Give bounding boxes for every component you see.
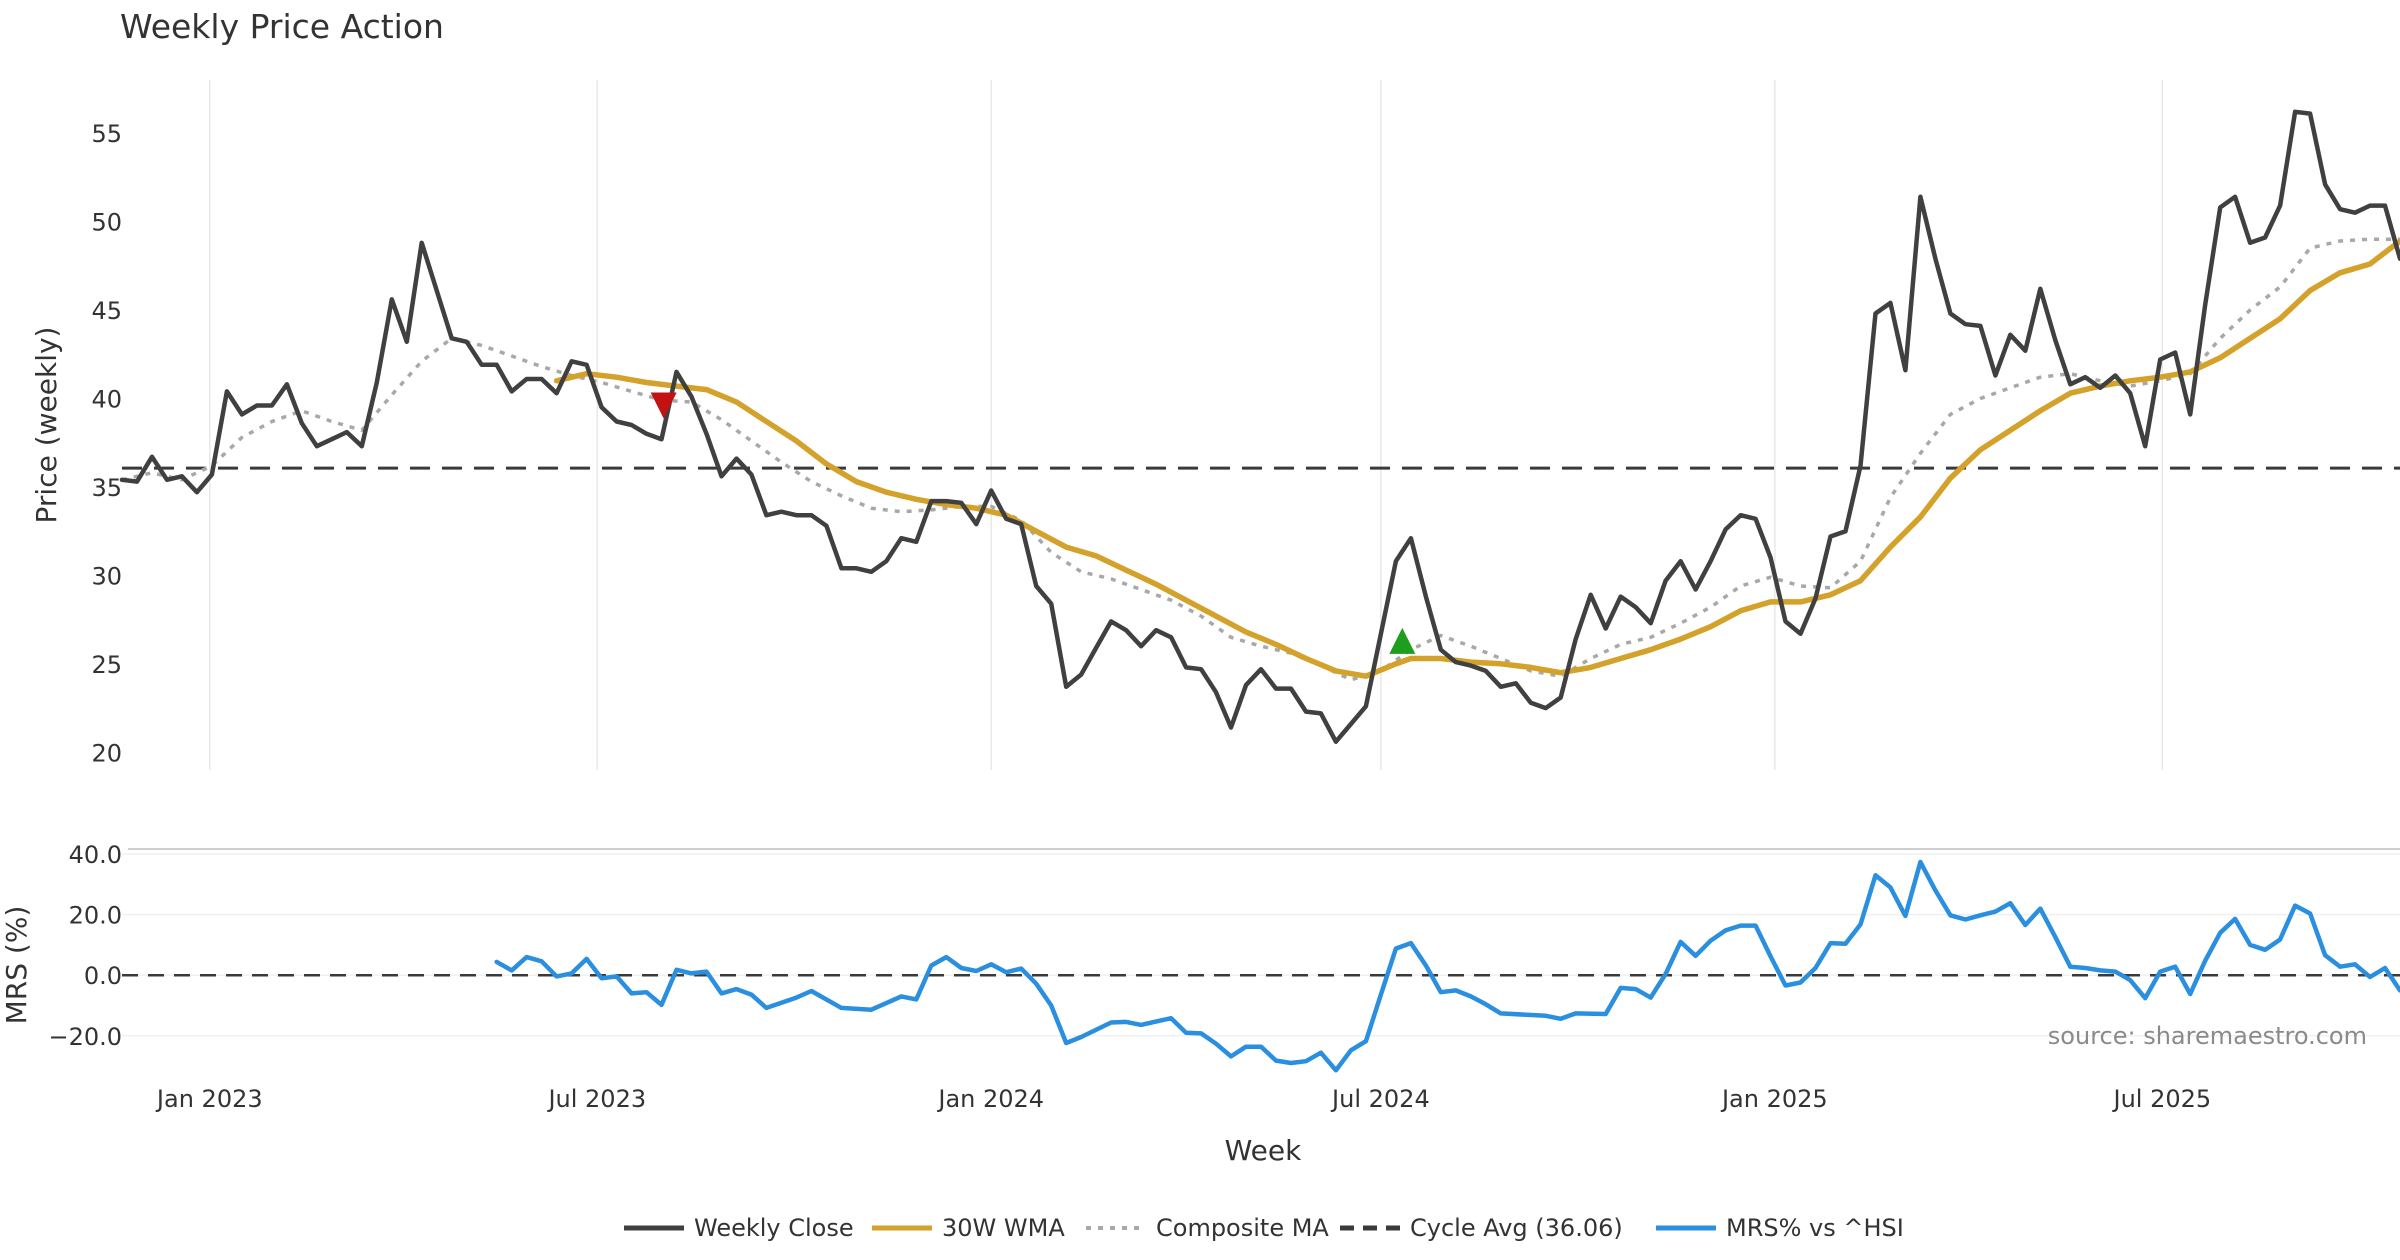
legend-label: Composite MA xyxy=(1156,1214,1329,1242)
mrs-y-ticks: 40.0 20.0 0.0 −20.0 xyxy=(48,841,122,1051)
x-tick-label: Jan 2024 xyxy=(936,1085,1044,1113)
wma-30w-line xyxy=(553,238,2400,679)
chart-title: Weekly Price Action xyxy=(120,7,444,46)
legend-label: Cycle Avg (36.06) xyxy=(1410,1214,1623,1242)
sell-signal-marker xyxy=(650,392,677,419)
mrs-y-tick-label: 20.0 xyxy=(69,902,122,930)
x-tick-label: Jul 2024 xyxy=(1330,1085,1430,1113)
price-y-ticks: 20 25 30 35 40 45 50 55 xyxy=(91,120,122,767)
x-tick-label: Jul 2023 xyxy=(546,1085,646,1113)
price-y-tick-label: 30 xyxy=(91,562,122,590)
mrs-y-tick-label: −20.0 xyxy=(48,1023,122,1051)
price-gridlines xyxy=(209,80,2164,770)
legend-label: 30W WMA xyxy=(942,1214,1065,1242)
price-y-tick-label: 20 xyxy=(91,739,122,767)
mrs-line xyxy=(494,859,2400,1073)
mrs-y-tick-label: 0.0 xyxy=(84,962,122,990)
price-series xyxy=(119,109,2400,744)
mrs-y-tick-label: 40.0 xyxy=(69,841,122,869)
price-y-tick-label: 40 xyxy=(91,385,122,413)
price-y-tick-label: 25 xyxy=(91,651,122,679)
mrs-y-axis-title: MRS (%) xyxy=(0,906,33,1025)
mrs-series xyxy=(494,859,2400,1073)
legend-label: MRS% vs ^HSI xyxy=(1726,1214,1904,1242)
price-y-tick-label: 35 xyxy=(91,474,122,502)
price-y-tick-label: 55 xyxy=(91,120,122,148)
price-y-tick-label: 45 xyxy=(91,297,122,325)
weekly-close-line xyxy=(119,109,2400,744)
x-tick-label: Jan 2023 xyxy=(155,1085,263,1113)
composite-ma-line xyxy=(121,237,2400,682)
reference-lines xyxy=(122,466,2400,977)
legend: Weekly Close 30W WMA Composite MA Cycle Avg… xyxy=(624,1214,1904,1242)
buy-signal-marker xyxy=(1389,627,1416,654)
x-tick-label: Jul 2025 xyxy=(2112,1085,2212,1113)
x-ticks: Jan 2023 Jul 2023 Jan 2024 Jul 2024 Jan 2025… xyxy=(155,1085,2211,1113)
signal-markers xyxy=(650,392,1416,654)
price-y-axis-title: Price (weekly) xyxy=(30,327,63,524)
x-axis-title: Week xyxy=(1225,1134,1302,1167)
source-annotation: source: sharemaestro.com xyxy=(2048,1022,2367,1050)
legend-label: Weekly Close xyxy=(694,1214,854,1242)
x-tick-label: Jan 2025 xyxy=(1720,1085,1828,1113)
price-y-tick-label: 50 xyxy=(91,209,122,237)
